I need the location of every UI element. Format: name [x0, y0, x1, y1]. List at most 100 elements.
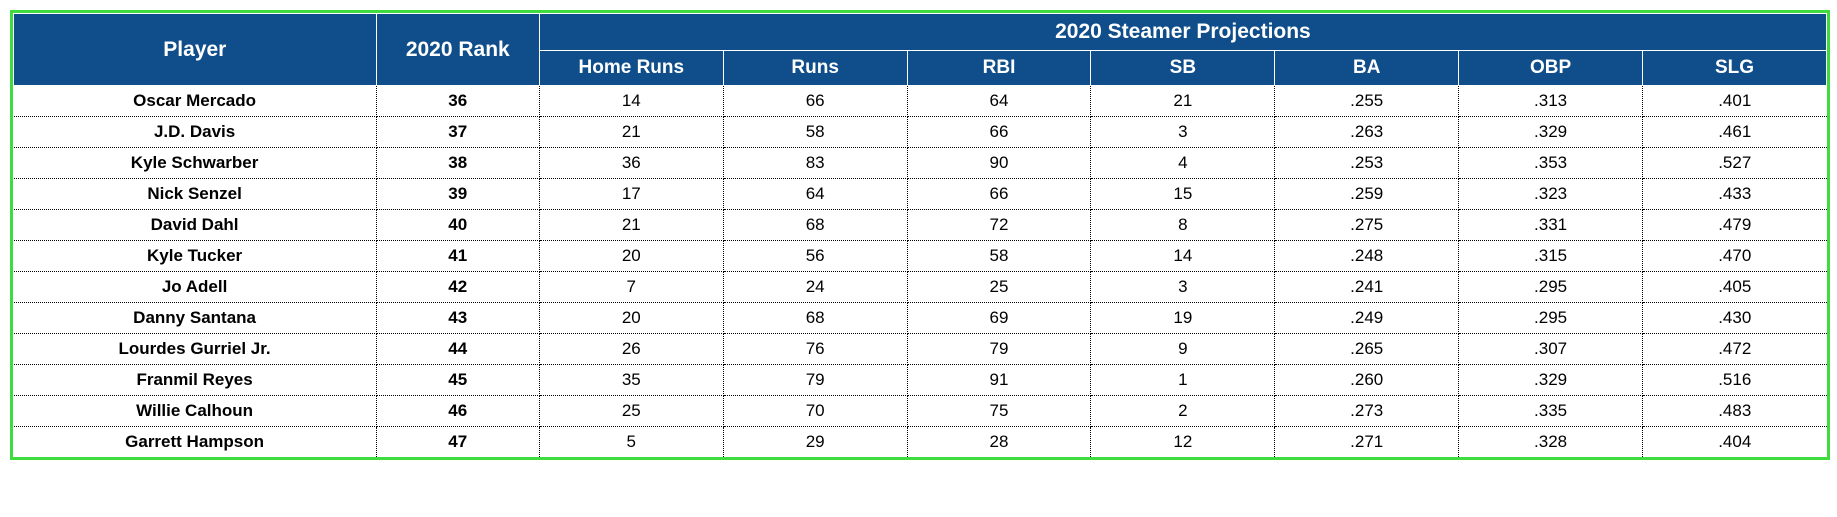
cell-slg: .470 [1643, 241, 1827, 272]
cell-rbi: 72 [907, 210, 1091, 241]
cell-rank: 45 [376, 365, 539, 396]
cell-hr: 21 [539, 117, 723, 148]
cell-slg: .479 [1643, 210, 1827, 241]
cell-sb: 3 [1091, 117, 1275, 148]
table-row: Nick Senzel3917646615.259.323.433 [14, 179, 1827, 210]
table-header: Player 2020 Rank 2020 Steamer Projection… [14, 14, 1827, 86]
table-row: Lourdes Gurriel Jr.442676799.265.307.472 [14, 334, 1827, 365]
cell-slg: .516 [1643, 365, 1827, 396]
cell-ba: .259 [1275, 179, 1459, 210]
col-header-slg: SLG [1643, 51, 1827, 86]
cell-obp: .295 [1459, 303, 1643, 334]
cell-obp: .331 [1459, 210, 1643, 241]
cell-hr: 20 [539, 241, 723, 272]
cell-rank: 41 [376, 241, 539, 272]
cell-runs: 83 [723, 148, 907, 179]
cell-hr: 5 [539, 427, 723, 458]
cell-runs: 66 [723, 86, 907, 117]
cell-sb: 21 [1091, 86, 1275, 117]
projections-table-container: Player 2020 Rank 2020 Steamer Projection… [10, 10, 1830, 460]
table-body: Oscar Mercado3614666421.255.313.401J.D. … [14, 86, 1827, 458]
cell-runs: 56 [723, 241, 907, 272]
cell-sb: 15 [1091, 179, 1275, 210]
projections-table: Player 2020 Rank 2020 Steamer Projection… [13, 13, 1827, 457]
cell-ba: .241 [1275, 272, 1459, 303]
cell-hr: 35 [539, 365, 723, 396]
cell-player: Kyle Schwarber [14, 148, 377, 179]
cell-hr: 7 [539, 272, 723, 303]
cell-obp: .329 [1459, 117, 1643, 148]
cell-rbi: 66 [907, 179, 1091, 210]
table-row: Garrett Hampson475292812.271.328.404 [14, 427, 1827, 458]
cell-player: Jo Adell [14, 272, 377, 303]
cell-runs: 79 [723, 365, 907, 396]
cell-slg: .405 [1643, 272, 1827, 303]
cell-rank: 47 [376, 427, 539, 458]
cell-runs: 76 [723, 334, 907, 365]
cell-player: Garrett Hampson [14, 427, 377, 458]
cell-hr: 26 [539, 334, 723, 365]
cell-rbi: 66 [907, 117, 1091, 148]
table-row: Kyle Tucker4120565814.248.315.470 [14, 241, 1827, 272]
cell-sb: 1 [1091, 365, 1275, 396]
cell-runs: 64 [723, 179, 907, 210]
cell-player: Danny Santana [14, 303, 377, 334]
cell-rank: 43 [376, 303, 539, 334]
cell-obp: .323 [1459, 179, 1643, 210]
cell-hr: 21 [539, 210, 723, 241]
table-row: J.D. Davis372158663.263.329.461 [14, 117, 1827, 148]
cell-obp: .307 [1459, 334, 1643, 365]
table-row: Danny Santana4320686919.249.295.430 [14, 303, 1827, 334]
cell-slg: .461 [1643, 117, 1827, 148]
cell-player: Lourdes Gurriel Jr. [14, 334, 377, 365]
cell-obp: .295 [1459, 272, 1643, 303]
cell-obp: .328 [1459, 427, 1643, 458]
col-header-player: Player [14, 14, 377, 86]
cell-player: J.D. Davis [14, 117, 377, 148]
cell-player: Willie Calhoun [14, 396, 377, 427]
col-header-ba: BA [1275, 51, 1459, 86]
cell-runs: 68 [723, 303, 907, 334]
cell-obp: .335 [1459, 396, 1643, 427]
cell-ba: .260 [1275, 365, 1459, 396]
cell-obp: .353 [1459, 148, 1643, 179]
cell-ba: .255 [1275, 86, 1459, 117]
col-header-hr: Home Runs [539, 51, 723, 86]
cell-rank: 37 [376, 117, 539, 148]
cell-ba: .263 [1275, 117, 1459, 148]
cell-hr: 17 [539, 179, 723, 210]
cell-sb: 14 [1091, 241, 1275, 272]
cell-obp: .313 [1459, 86, 1643, 117]
cell-rbi: 75 [907, 396, 1091, 427]
cell-ba: .248 [1275, 241, 1459, 272]
cell-hr: 25 [539, 396, 723, 427]
col-header-group: 2020 Steamer Projections [539, 14, 1826, 51]
cell-hr: 20 [539, 303, 723, 334]
cell-rank: 42 [376, 272, 539, 303]
cell-runs: 68 [723, 210, 907, 241]
cell-slg: .433 [1643, 179, 1827, 210]
cell-player: Oscar Mercado [14, 86, 377, 117]
cell-ba: .271 [1275, 427, 1459, 458]
cell-sb: 9 [1091, 334, 1275, 365]
cell-slg: .472 [1643, 334, 1827, 365]
cell-slg: .527 [1643, 148, 1827, 179]
cell-ba: .249 [1275, 303, 1459, 334]
cell-obp: .315 [1459, 241, 1643, 272]
cell-slg: .483 [1643, 396, 1827, 427]
cell-sb: 2 [1091, 396, 1275, 427]
cell-sb: 8 [1091, 210, 1275, 241]
cell-ba: .275 [1275, 210, 1459, 241]
cell-runs: 24 [723, 272, 907, 303]
cell-sb: 12 [1091, 427, 1275, 458]
cell-slg: .430 [1643, 303, 1827, 334]
cell-hr: 36 [539, 148, 723, 179]
cell-rank: 44 [376, 334, 539, 365]
cell-ba: .265 [1275, 334, 1459, 365]
cell-slg: .404 [1643, 427, 1827, 458]
cell-rank: 39 [376, 179, 539, 210]
cell-obp: .329 [1459, 365, 1643, 396]
cell-ba: .273 [1275, 396, 1459, 427]
table-row: Oscar Mercado3614666421.255.313.401 [14, 86, 1827, 117]
cell-rbi: 69 [907, 303, 1091, 334]
